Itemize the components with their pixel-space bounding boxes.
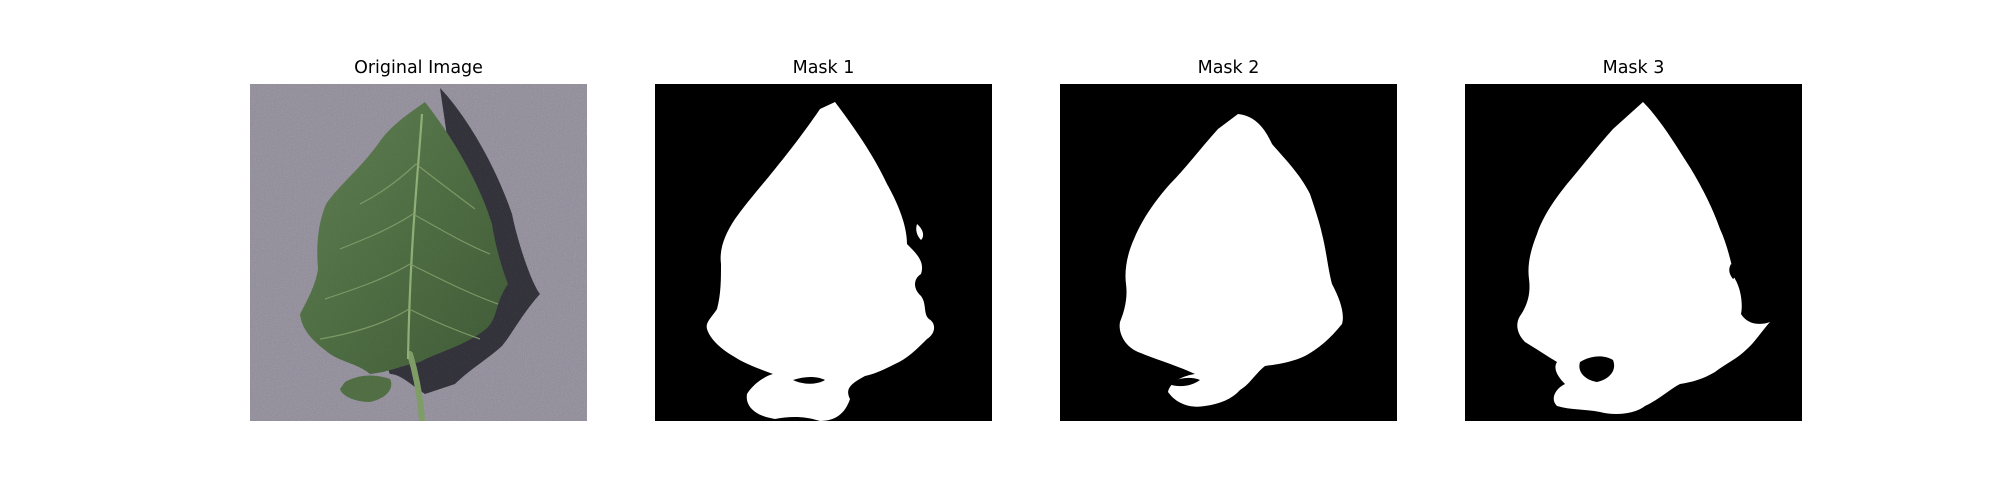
panel-title: Mask 1	[792, 58, 855, 78]
panel-title: Original Image	[354, 58, 483, 78]
mask-3-image	[1465, 84, 1802, 421]
mask-2-image	[1060, 84, 1397, 421]
panel-title: Mask 2	[1197, 58, 1260, 78]
panel-title: Mask 3	[1602, 58, 1665, 78]
mask-1-shape	[706, 102, 935, 421]
mask-1-image	[655, 84, 992, 421]
mask-3-shape	[1517, 102, 1770, 414]
mask-2-shape	[1119, 114, 1343, 407]
original-leaf-image	[250, 84, 587, 421]
